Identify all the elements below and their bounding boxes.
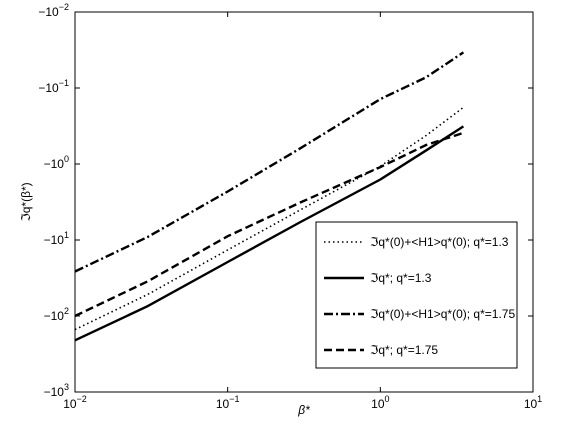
- x-tick-label: 100: [371, 394, 389, 411]
- y-tick-label: −102: [44, 306, 69, 323]
- y-tick-label: −10−2: [38, 2, 69, 19]
- y-tick-label: −103: [44, 382, 69, 399]
- x-axis-label: β*: [297, 403, 310, 417]
- legend-label: ℑq*; q*=1.3: [370, 271, 432, 285]
- y-axis-label: ℑq*(β*): [19, 182, 33, 221]
- x-tick-label: 10−2: [63, 394, 87, 411]
- legend-box: [315, 221, 518, 369]
- plot-frame: [74, 11, 534, 393]
- series-line: [74, 106, 464, 331]
- x-tick-label: 10−1: [216, 394, 240, 411]
- y-tick-label: −10−1: [38, 78, 69, 95]
- series-line: [74, 51, 465, 273]
- series-line: [74, 131, 464, 318]
- x-tick-label: 101: [524, 394, 542, 411]
- y-tick-label: −100: [44, 154, 69, 171]
- series-line: [74, 125, 465, 342]
- legend-label: ℑq*(0)+<H1>q*(0); q*=1.3: [370, 235, 509, 249]
- legend-label: ℑq*(0)+<H1>q*(0); q*=1.75: [370, 307, 515, 321]
- legend-label: ℑq*; q*=1.75: [370, 343, 438, 357]
- y-tick-label: −101: [44, 230, 69, 247]
